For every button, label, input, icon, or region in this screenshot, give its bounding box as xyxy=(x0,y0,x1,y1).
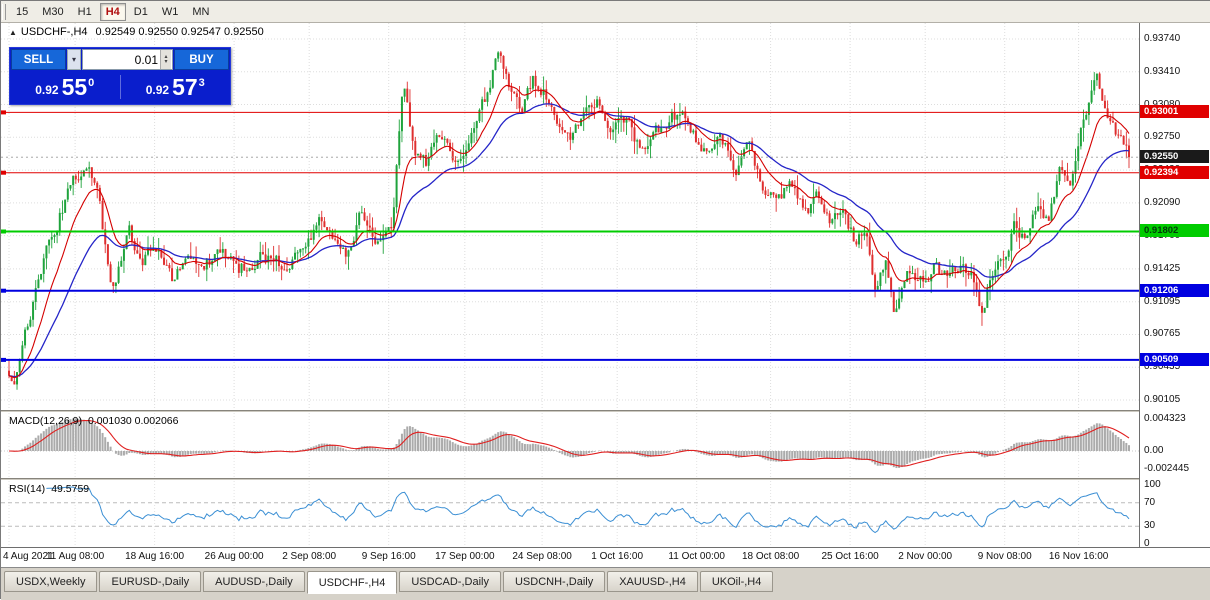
chart-symbol-label: USDCHF-,H4 xyxy=(21,26,88,38)
macd-label-row: MACD(12,26,9) 0.001030 0.002066 xyxy=(9,415,178,427)
hline-price-badge[interactable]: 0.93001 xyxy=(1140,105,1209,118)
time-axis-label: 11 Aug 08:00 xyxy=(46,551,104,562)
timeframe-m30[interactable]: M30 xyxy=(36,3,69,21)
toolbar-grip[interactable] xyxy=(2,4,6,20)
timeframe-mn[interactable]: MN xyxy=(186,3,215,21)
macd-label: MACD(12,26,9) xyxy=(9,415,82,427)
rsi-label-row: RSI(14) 49.5759 xyxy=(9,483,89,495)
price-axis-label: 0.90765 xyxy=(1144,328,1180,340)
rsi-chart-canvas xyxy=(1,481,1139,547)
rsi-axis-label: 0 xyxy=(1144,538,1150,550)
time-axis-label: 26 Aug 00:00 xyxy=(205,551,264,562)
rsi-label: RSI(14) xyxy=(9,483,45,495)
time-axis-label: 24 Sep 08:00 xyxy=(512,551,572,562)
price-axis-label: 0.93740 xyxy=(1144,33,1180,45)
hline-price-badge[interactable]: 0.91802 xyxy=(1140,224,1209,237)
time-axis-label: 16 Nov 16:00 xyxy=(1049,551,1109,562)
tab-label: AUDUSD-,Daily xyxy=(215,576,293,588)
time-axis-label: 9 Sep 16:00 xyxy=(362,551,416,562)
time-axis-label: 9 Nov 08:00 xyxy=(978,551,1032,562)
tab-label: UKOil-,H4 xyxy=(712,576,762,588)
timeframe-toolbar: 15 M30 H1 H4 D1 W1 MN xyxy=(1,1,1210,23)
lot-size-input[interactable]: 0.01 ▴▾ xyxy=(82,49,173,70)
time-axis-label: 17 Sep 00:00 xyxy=(435,551,495,562)
price-axis[interactable]: 0.937400.934100.930800.927500.924200.920… xyxy=(1139,23,1210,547)
price-axis-label: 0.93410 xyxy=(1144,66,1180,78)
timeframe-h4[interactable]: H4 xyxy=(100,3,126,21)
price-axis-label: 0.91425 xyxy=(1144,263,1180,275)
tab-audusd-daily[interactable]: AUDUSD-,Daily xyxy=(203,571,305,592)
chart-title: ▲ USDCHF-,H4 0.92549 0.92550 0.92547 0.925… xyxy=(9,26,264,38)
timeframe-m15[interactable]: 15 xyxy=(10,3,34,21)
tab-label: USDCNH-,Daily xyxy=(515,576,593,588)
hline-price-badge[interactable]: 0.91206 xyxy=(1140,284,1209,297)
sell-price-pipette: 0 xyxy=(88,77,94,89)
tab-usdx-weekly[interactable]: USDX,Weekly xyxy=(4,571,97,592)
timeframe-h1[interactable]: H1 xyxy=(72,3,98,21)
time-axis-label: 1 Oct 16:00 xyxy=(591,551,643,562)
chart-ohlc-values: 0.92549 0.92550 0.92547 0.92550 xyxy=(96,26,264,38)
time-axis-label: 2 Nov 00:00 xyxy=(898,551,952,562)
rsi-axis-label: 30 xyxy=(1144,520,1155,532)
buy-price-prefix: 0.92 xyxy=(146,83,169,97)
chart-tab-bar: USDX,Weekly EURUSD-,Daily AUDUSD-,Daily … xyxy=(1,567,1210,600)
tab-xauusd-h4[interactable]: XAUUSD-,H4 xyxy=(607,571,698,592)
spinner-down-icon[interactable]: ▾ xyxy=(164,60,167,65)
timeframe-d1[interactable]: D1 xyxy=(128,3,154,21)
hline-price-badge[interactable]: 0.90509 xyxy=(1140,353,1209,366)
tab-label: USDCAD-,Daily xyxy=(411,576,489,588)
time-axis-label: 18 Aug 16:00 xyxy=(125,551,184,562)
macd-axis-label: 0.004323 xyxy=(1144,413,1186,425)
time-axis-label: 2 Sep 08:00 xyxy=(282,551,336,562)
rsi-axis-label: 70 xyxy=(1144,497,1155,509)
macd-axis-label: 0.00 xyxy=(1144,445,1163,457)
sell-price-big: 55 xyxy=(62,76,88,99)
tab-label: USDX,Weekly xyxy=(16,576,85,588)
price-axis-label: 0.92090 xyxy=(1144,197,1180,209)
sell-button[interactable]: SELL xyxy=(11,49,66,70)
lot-size-value: 0.01 xyxy=(135,53,158,67)
buy-price-pipette: 3 xyxy=(199,77,205,89)
tab-label: EURUSD-,Daily xyxy=(111,576,189,588)
tab-usdcad-daily[interactable]: USDCAD-,Daily xyxy=(399,571,501,592)
macd-values: 0.001030 0.002066 xyxy=(88,415,179,427)
macd-axis-label: -0.002445 xyxy=(1144,463,1189,475)
time-axis-label: 11 Oct 00:00 xyxy=(668,551,725,562)
buy-button[interactable]: BUY xyxy=(174,49,229,70)
price-axis-label: 0.90105 xyxy=(1144,394,1180,406)
collapse-panel-icon[interactable]: ▲ xyxy=(9,28,17,37)
timeframe-w1[interactable]: W1 xyxy=(156,3,185,21)
buy-price-big: 57 xyxy=(172,76,198,99)
sell-price-prefix: 0.92 xyxy=(35,83,58,97)
hline-price-badge[interactable]: 0.92394 xyxy=(1140,166,1209,179)
current-price-badge: 0.92550 xyxy=(1140,150,1209,163)
rsi-indicator-panel[interactable]: RSI(14) 49.5759 xyxy=(1,481,1139,547)
macd-indicator-panel[interactable]: MACD(12,26,9) 0.001030 0.002066 xyxy=(1,413,1139,478)
tab-usdcnh-daily[interactable]: USDCNH-,Daily xyxy=(503,571,605,592)
tab-ukoil-h4[interactable]: UKOil-,H4 xyxy=(700,571,774,592)
lot-spinner[interactable]: ▴▾ xyxy=(160,50,171,69)
rsi-axis-label: 100 xyxy=(1144,479,1161,491)
order-type-dropdown[interactable]: ▾ xyxy=(67,49,81,70)
tab-label: USDCHF-,H4 xyxy=(319,577,386,589)
tab-usdchf-h4[interactable]: USDCHF-,H4 xyxy=(307,571,398,594)
price-axis-label: 0.91095 xyxy=(1144,296,1180,308)
tab-label: XAUUSD-,H4 xyxy=(619,576,686,588)
price-axis-label: 0.92750 xyxy=(1144,131,1180,143)
time-axis-label: 25 Oct 16:00 xyxy=(821,551,878,562)
trade-controls-row: SELL ▾ 0.01 ▴▾ BUY xyxy=(10,48,230,71)
price-chart-panel[interactable]: ▲ USDCHF-,H4 0.92549 0.92550 0.92547 0.925… xyxy=(1,23,1139,410)
time-axis-label: 18 Oct 08:00 xyxy=(742,551,799,562)
rsi-value: 49.5759 xyxy=(51,483,89,495)
dropdown-arrow-icon: ▾ xyxy=(72,55,76,64)
tab-eurusd-daily[interactable]: EURUSD-,Daily xyxy=(99,571,201,592)
